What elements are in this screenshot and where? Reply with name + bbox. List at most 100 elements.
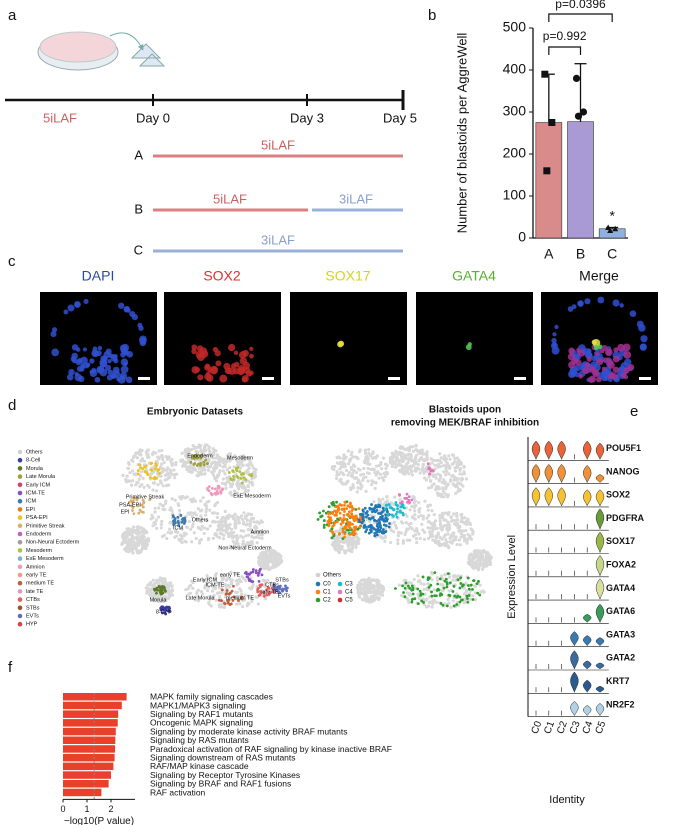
umap-point [415, 527, 419, 531]
umap-point [399, 510, 402, 514]
umap-point [465, 594, 469, 598]
umap-point [338, 456, 342, 460]
umap-point [392, 502, 396, 507]
legend-label: Morula [26, 466, 44, 472]
umap-point [244, 578, 248, 583]
umap-point [407, 495, 411, 499]
umap-point [356, 457, 360, 461]
umap-point [240, 481, 244, 485]
data-point [612, 225, 619, 232]
umap-point [341, 457, 346, 461]
umap-point [470, 528, 474, 532]
umap-point [351, 529, 355, 533]
legend-label: Primitive Streak [26, 523, 65, 529]
umap-point [207, 459, 211, 463]
umap-point [394, 503, 398, 507]
umap-point [278, 584, 282, 588]
umap-point [143, 545, 147, 549]
umap-point [384, 466, 388, 470]
umap-point [370, 503, 373, 506]
umap-point [356, 588, 360, 593]
umap-point [358, 520, 362, 524]
umap-point [235, 602, 239, 606]
umap-point [188, 449, 192, 453]
umap-point [225, 467, 230, 472]
umap-point [210, 487, 214, 490]
cluster-annotation: Endoderm [187, 453, 213, 459]
umap-point [333, 541, 337, 545]
umap-point [213, 574, 217, 578]
umap-point [251, 483, 255, 487]
umap-point [227, 535, 231, 539]
umap-point [428, 472, 431, 476]
umap-point [339, 539, 344, 544]
umap-point [341, 460, 345, 464]
umap-point [349, 457, 353, 461]
nucleus [239, 357, 248, 365]
nucleus [590, 366, 596, 372]
umap-point [163, 507, 167, 512]
umap-point [285, 586, 289, 590]
umap-point [413, 533, 418, 537]
umap-point [440, 514, 444, 518]
cluster-annotation: Morula [150, 597, 168, 603]
umap-point [442, 457, 446, 461]
nucleus [606, 349, 612, 354]
umap-point [380, 530, 384, 534]
legend-label: Early ICM [26, 482, 51, 488]
umap-point [403, 467, 407, 471]
umap-point [136, 532, 140, 536]
umap-point [475, 582, 479, 586]
umap-point [229, 477, 233, 481]
umap-point [404, 447, 408, 452]
scale-bar [639, 377, 651, 380]
umap-point [230, 589, 234, 593]
umap-point [251, 516, 255, 521]
p-value: p=0.0396 [555, 0, 606, 11]
umap-point [451, 578, 455, 582]
umap-point [212, 593, 216, 598]
umap-point [231, 599, 235, 602]
umap-point [153, 510, 157, 514]
umap-point [348, 521, 352, 525]
umap-point [226, 576, 230, 580]
umap-point [249, 587, 254, 591]
umap-point [182, 531, 186, 535]
umap-point [425, 450, 429, 454]
umap-point [392, 520, 396, 524]
umap-point [452, 531, 456, 535]
x-axis-label: −log10(P value) [64, 816, 134, 825]
umap-point [373, 532, 377, 535]
legend-swatch [17, 507, 23, 512]
umap-point [433, 463, 437, 467]
umap-point [442, 464, 446, 468]
violin [570, 701, 579, 717]
x-tick-label: 1 [84, 804, 89, 814]
nucleus [584, 362, 591, 368]
umap-point [351, 455, 355, 459]
umap-point [421, 466, 425, 470]
umap-point [224, 519, 228, 523]
umap-point [343, 510, 346, 513]
umap-point [455, 603, 459, 606]
umap-point [396, 541, 400, 546]
umap-point [409, 468, 413, 472]
umap-point [166, 456, 170, 460]
umap-point [438, 577, 442, 581]
umap-point [346, 544, 350, 548]
umap-point [439, 461, 443, 465]
x-axis-label: Identity [549, 794, 585, 806]
umap-point [411, 586, 415, 590]
cluster-annotation: CTBs [265, 582, 279, 588]
cluster-annotation: ExE Mesoderm [233, 493, 271, 499]
umap-point [146, 536, 151, 541]
umap-point [432, 587, 436, 592]
umap-point [426, 508, 430, 512]
umap-point [164, 499, 168, 503]
umap-point [220, 481, 225, 485]
nucleus [601, 345, 608, 352]
umap-point [363, 581, 367, 585]
umap-point [262, 591, 266, 595]
umap-point [269, 566, 273, 570]
umap-point [163, 594, 167, 599]
